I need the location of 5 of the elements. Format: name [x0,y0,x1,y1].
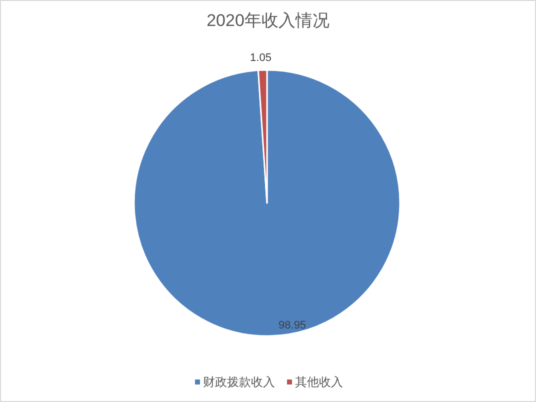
legend-label: 财政拨款收入 [203,375,275,389]
legend-label: 其他收入 [295,375,343,389]
data-label: 1.05 [250,52,272,64]
chart-title: 2020年收入情况 [206,11,330,30]
data-label: 98.95 [278,319,306,332]
